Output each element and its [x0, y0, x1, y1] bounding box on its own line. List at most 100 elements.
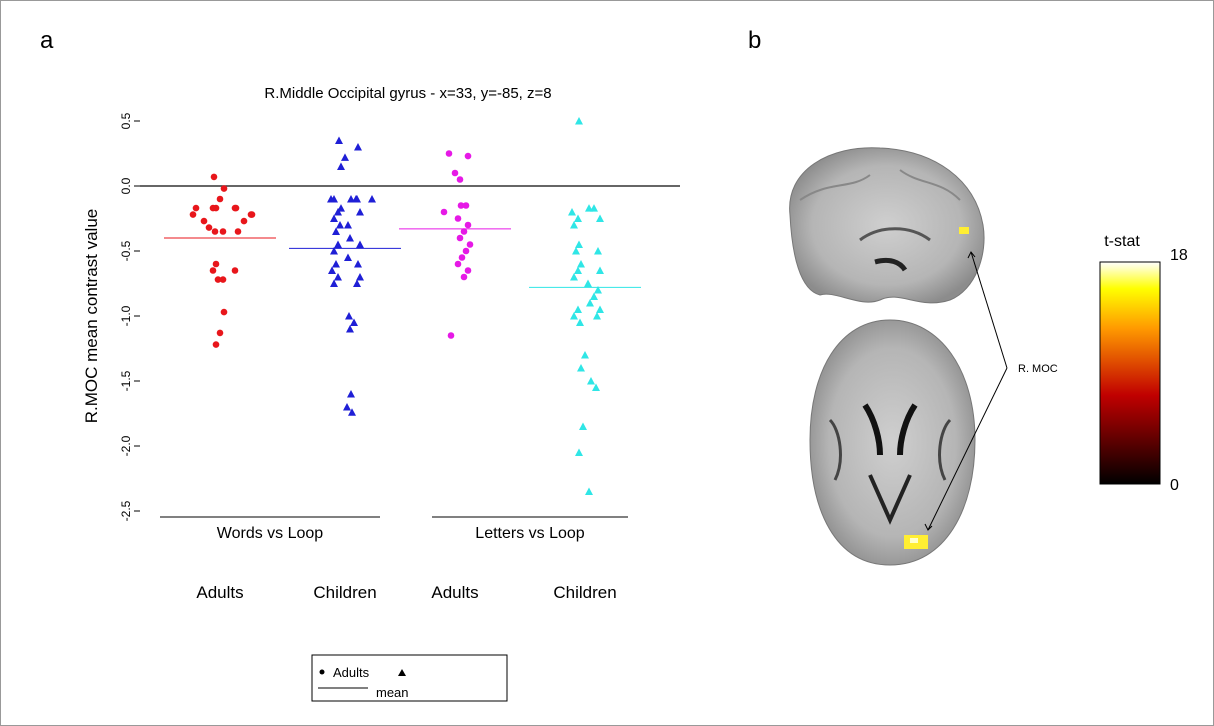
- point: [570, 273, 578, 281]
- chart-title: R.Middle Occipital gyrus - x=33, y=-85, …: [264, 85, 551, 102]
- point: [350, 319, 358, 327]
- x-tick-label: Adults: [431, 583, 478, 602]
- point: [461, 274, 468, 281]
- point: [330, 280, 338, 288]
- group-label: Words vs Loop: [217, 525, 324, 542]
- point: [590, 204, 598, 212]
- x-tick-label: Adults: [196, 583, 243, 602]
- point: [221, 309, 228, 316]
- point: [356, 241, 364, 249]
- point: [354, 143, 362, 151]
- point: [585, 488, 593, 496]
- point: [455, 215, 462, 222]
- point: [232, 267, 239, 274]
- brain-axial: [810, 320, 975, 565]
- colorbar-tick-label: 0: [1170, 477, 1179, 494]
- point: [220, 228, 227, 235]
- point: [570, 221, 578, 229]
- point: [233, 205, 240, 212]
- legend-marker: [320, 670, 325, 675]
- point: [465, 153, 472, 160]
- point: [217, 330, 224, 337]
- point: [210, 205, 217, 212]
- point: [463, 248, 470, 255]
- brain-sagittal: [790, 148, 984, 303]
- point: [345, 312, 353, 320]
- point: [210, 267, 217, 274]
- point: [461, 228, 468, 235]
- point: [467, 241, 474, 248]
- point: [249, 211, 256, 218]
- point: [446, 150, 453, 157]
- y-tick-label: -1.5: [119, 370, 133, 391]
- point: [596, 306, 604, 314]
- point: [577, 364, 585, 372]
- point: [574, 267, 582, 275]
- point: [334, 241, 342, 249]
- point: [570, 312, 578, 320]
- point: [457, 176, 464, 183]
- colorbar-label: t-stat: [1104, 233, 1140, 250]
- point: [334, 273, 342, 281]
- point: [212, 228, 219, 235]
- panel-label: a: [40, 27, 54, 54]
- point: [596, 267, 604, 275]
- colorbar-tick-label: 18: [1170, 247, 1188, 264]
- point: [463, 202, 470, 209]
- point: [217, 196, 224, 203]
- point: [241, 218, 248, 225]
- point: [356, 208, 364, 216]
- point: [452, 170, 459, 177]
- colorbar: [1100, 262, 1160, 484]
- point: [575, 241, 583, 249]
- legend-label: Adults: [333, 665, 370, 680]
- point: [574, 215, 582, 223]
- point: [584, 280, 592, 288]
- legend-label: mean: [376, 685, 409, 700]
- point: [332, 228, 340, 236]
- point: [344, 221, 352, 229]
- point: [465, 222, 472, 229]
- point: [346, 234, 354, 242]
- point: [574, 306, 582, 314]
- point: [441, 209, 448, 216]
- point: [575, 449, 583, 457]
- y-tick-label: -1.0: [119, 305, 133, 326]
- point: [213, 341, 220, 348]
- point: [593, 312, 601, 320]
- point: [193, 205, 200, 212]
- point: [346, 325, 354, 333]
- y-tick-label: 0.0: [119, 177, 133, 194]
- point: [213, 261, 220, 268]
- point: [353, 280, 361, 288]
- point: [221, 185, 228, 192]
- point: [457, 235, 464, 242]
- point: [448, 332, 455, 339]
- y-tick-label: -0.5: [119, 240, 133, 261]
- point: [465, 267, 472, 274]
- point: [594, 247, 602, 255]
- point: [455, 261, 462, 268]
- y-tick-label: -2.0: [119, 435, 133, 456]
- y-tick-label: -2.5: [119, 500, 133, 521]
- point: [590, 293, 598, 301]
- point: [354, 260, 362, 268]
- point: [335, 137, 343, 145]
- point: [206, 224, 213, 231]
- point: [337, 163, 345, 171]
- point: [579, 423, 587, 431]
- point: [211, 174, 218, 181]
- point: [576, 319, 584, 327]
- point: [587, 377, 595, 385]
- point: [577, 260, 585, 268]
- point: [336, 221, 344, 229]
- x-tick-label: Children: [313, 583, 376, 602]
- point: [575, 117, 583, 125]
- point: [328, 267, 336, 275]
- point: [356, 273, 364, 281]
- point: [592, 384, 600, 392]
- point: [220, 276, 227, 283]
- point: [235, 228, 242, 235]
- y-axis-label: R.MOC mean contrast value: [82, 209, 101, 423]
- y-tick-label: 0.5: [119, 112, 133, 129]
